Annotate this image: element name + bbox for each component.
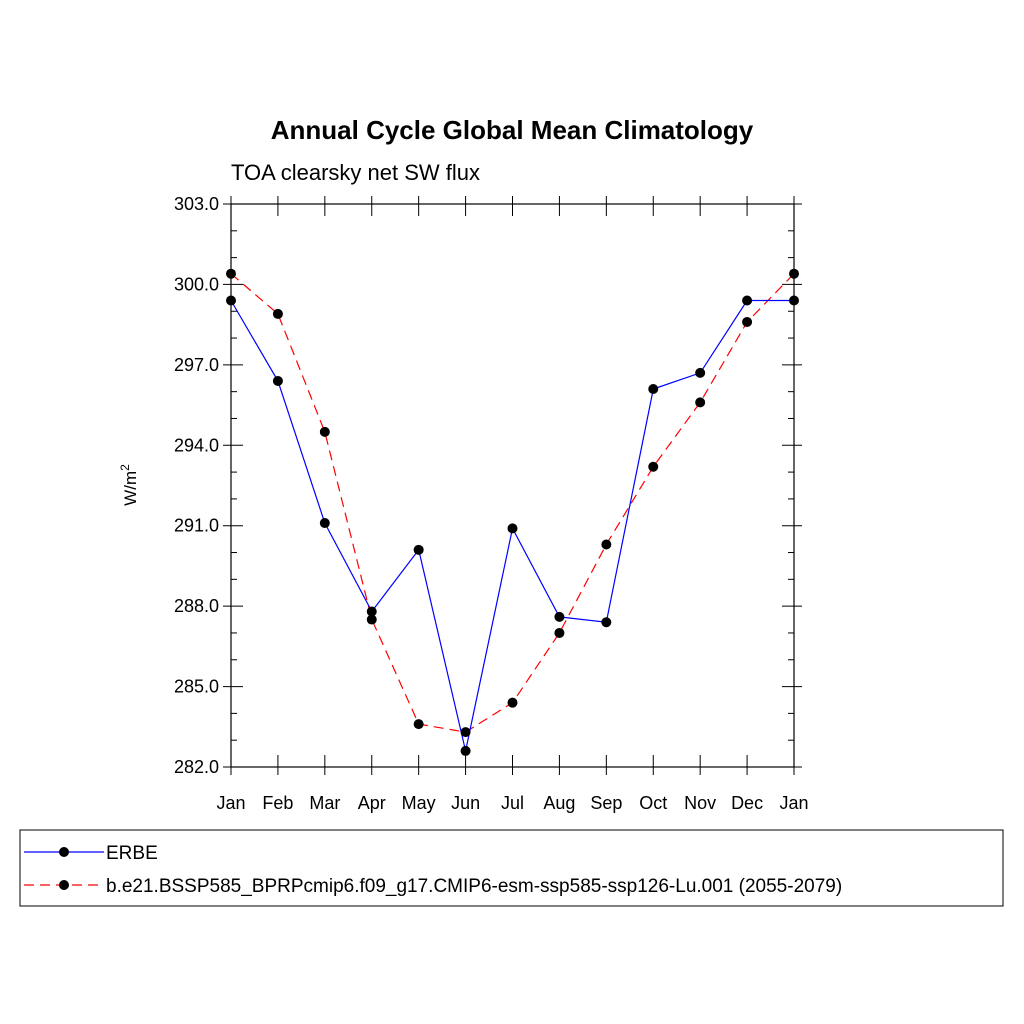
series-1-point: [413, 719, 424, 730]
series-0-point: [319, 518, 330, 529]
x-tick-labels: Jan Feb Mar Apr May Jun Jul Aug Sep Oct Nov Dec Jan: [216, 793, 808, 813]
series-1-point: [648, 461, 659, 472]
series-line-1: [230, 273, 795, 733]
y-tick-label: 294.0: [174, 435, 219, 455]
series-1-point: [554, 627, 565, 638]
y-tick-label: 297.0: [174, 355, 219, 375]
x-tick-label: Sep: [590, 793, 622, 813]
chart-subtitle: TOA clearsky net SW flux: [231, 160, 480, 185]
legend: ERBE b.e21.BSSP585_BPRPcmip6.f09_g17.CMIP…: [24, 843, 842, 897]
series-1-point: [742, 316, 753, 327]
x-tick-label: Feb: [262, 793, 293, 813]
series-1-point: [460, 727, 471, 738]
x-tick-label: Jun: [451, 793, 480, 813]
series-1-point: [507, 697, 518, 708]
legend-label-1: b.e21.BSSP585_BPRPcmip6.f09_g17.CMIP6-es…: [106, 876, 842, 897]
legend-marker-0: [59, 847, 69, 857]
x-tick-label: Oct: [639, 793, 667, 813]
chart-title: Annual Cycle Global Mean Climatology: [271, 115, 754, 145]
series-1-point: [366, 614, 377, 625]
x-tick-label: Jan: [779, 793, 808, 813]
series-1-point: [272, 308, 283, 319]
tick-marks: [223, 196, 802, 775]
series-0-point: [366, 606, 377, 617]
x-tick-label: May: [402, 793, 436, 813]
x-tick-label: Jan: [216, 793, 245, 813]
y-tick-label: 300.0: [174, 274, 219, 294]
series-0-point: [226, 295, 236, 306]
y-axis-label: W/m2: [118, 464, 140, 506]
series-1-point: [601, 539, 612, 550]
series-0-point: [554, 611, 565, 622]
series-1-point: [789, 268, 799, 279]
series-layer: [226, 268, 799, 756]
series-0-point: [601, 617, 612, 628]
series-0-point: [272, 375, 283, 386]
series-0-point: [742, 295, 753, 306]
y-axis-label-superscript: 2: [118, 464, 132, 471]
legend-label-0: ERBE: [106, 843, 158, 864]
series-0-point: [789, 295, 799, 306]
x-tick-label: Mar: [309, 793, 340, 813]
legend-marker-1: [59, 880, 69, 890]
y-tick-label: 285.0: [174, 677, 219, 697]
y-tick-labels: 282.0 285.0 288.0 291.0 294.0 297.0 300.0 303.0: [174, 194, 219, 777]
x-tick-label: Aug: [543, 793, 575, 813]
y-tick-label: 291.0: [174, 516, 219, 536]
series-0-point: [507, 523, 518, 534]
series-0-point: [413, 544, 424, 555]
x-tick-label: Dec: [731, 793, 763, 813]
series-1-point: [319, 426, 330, 437]
x-tick-label: Nov: [684, 793, 716, 813]
series-1-point: [226, 268, 236, 279]
legend-box: [19, 829, 1004, 907]
series-0-point: [648, 383, 659, 394]
series-1-point: [695, 397, 706, 408]
series-0-point: [460, 745, 471, 756]
series-0-point: [695, 367, 706, 378]
x-tick-label: Jul: [501, 793, 524, 813]
plot-frame: [230, 203, 795, 768]
y-tick-label: 288.0: [174, 596, 219, 616]
y-axis-label-text: W/m: [121, 471, 140, 506]
x-tick-label: Apr: [358, 793, 386, 813]
y-tick-label: 303.0: [174, 194, 219, 214]
y-tick-label: 282.0: [174, 757, 219, 777]
